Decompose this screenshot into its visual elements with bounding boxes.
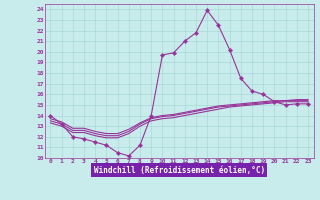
X-axis label: Windchill (Refroidissement éolien,°C): Windchill (Refroidissement éolien,°C) [94, 166, 265, 175]
